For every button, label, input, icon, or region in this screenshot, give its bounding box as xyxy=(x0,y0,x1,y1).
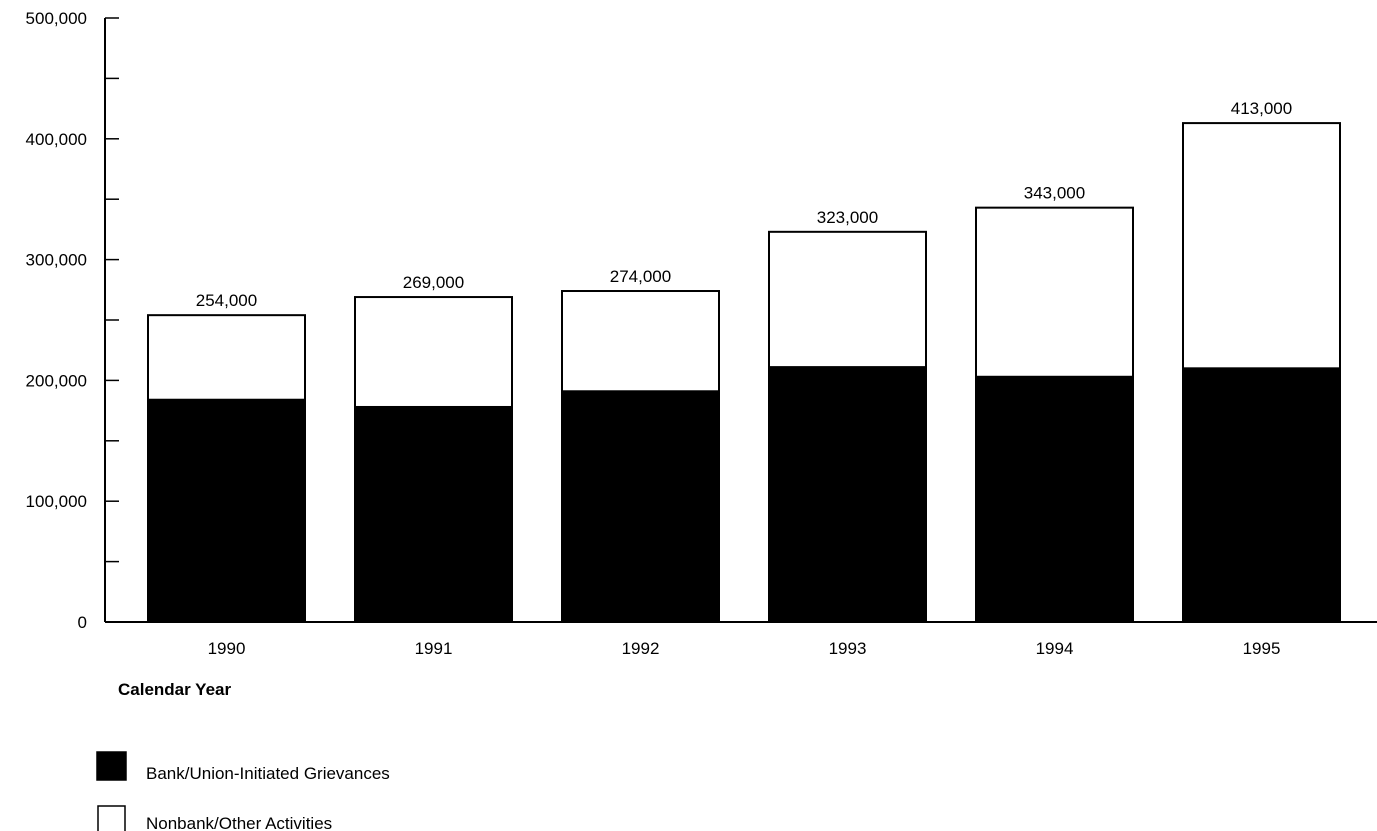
legend-swatch-nonbank-other xyxy=(97,805,126,831)
y-tick-label: 100,000 xyxy=(26,492,87,511)
x-axis-title: Calendar Year xyxy=(118,680,231,699)
x-tick-label-1994: 1994 xyxy=(1036,639,1074,658)
bar-segment-bank-union-1991 xyxy=(354,405,513,624)
y-tick-label: 400,000 xyxy=(26,130,87,149)
bars xyxy=(147,122,1341,624)
y-tick-label: 500,000 xyxy=(26,9,87,28)
y-tick-label: 300,000 xyxy=(26,251,87,270)
bar-segment-bank-union-1993 xyxy=(768,366,927,623)
bar-segment-nonbank-other-1991 xyxy=(354,296,513,408)
legend: Bank/Union-Initiated Grievances Nonbank/… xyxy=(96,751,390,831)
bar-segment-nonbank-other-1994 xyxy=(975,206,1134,378)
legend-swatch-bank-union xyxy=(96,751,127,781)
legend-label-nonbank-other: Nonbank/Other Activities xyxy=(146,814,332,831)
bar-segment-nonbank-other-1990 xyxy=(147,314,306,401)
x-tick-label-1990: 1990 xyxy=(208,639,246,658)
bar-segment-bank-union-1994 xyxy=(975,375,1134,623)
bar-segment-bank-union-1990 xyxy=(147,398,306,623)
legend-label-bank-union: Bank/Union-Initiated Grievances xyxy=(146,764,390,783)
y-axis: 0 100,000 200,000 300,000 400,000 500,000 xyxy=(26,9,119,632)
bar-total-label-1994: 343,000 xyxy=(1024,184,1085,203)
bar-segment-bank-union-1992 xyxy=(561,390,720,623)
y-tick-label: 0 xyxy=(78,613,87,632)
bar-total-label-1990: 254,000 xyxy=(196,291,257,310)
x-tick-label-1991: 1991 xyxy=(415,639,453,658)
x-tick-label-1995: 1995 xyxy=(1243,639,1281,658)
bar-total-label-1993: 323,000 xyxy=(817,208,878,227)
bar-segment-nonbank-other-1992 xyxy=(561,290,720,393)
bar-segment-bank-union-1995 xyxy=(1182,367,1341,623)
total-labels: 254,000 269,000 274,000 323,000 343,000 413,0… xyxy=(196,99,1292,310)
bar-total-label-1995: 413,000 xyxy=(1231,99,1292,118)
x-tick-label-1993: 1993 xyxy=(829,639,867,658)
bar-total-label-1992: 274,000 xyxy=(610,267,671,286)
x-axis: 1990 1991 1992 1993 1994 1995 xyxy=(208,639,1281,658)
bar-segment-nonbank-other-1993 xyxy=(768,230,927,369)
y-tick-label: 200,000 xyxy=(26,371,87,390)
bar-segment-nonbank-other-1995 xyxy=(1182,122,1341,370)
bar-total-label-1991: 269,000 xyxy=(403,273,464,292)
x-tick-label-1992: 1992 xyxy=(622,639,660,658)
